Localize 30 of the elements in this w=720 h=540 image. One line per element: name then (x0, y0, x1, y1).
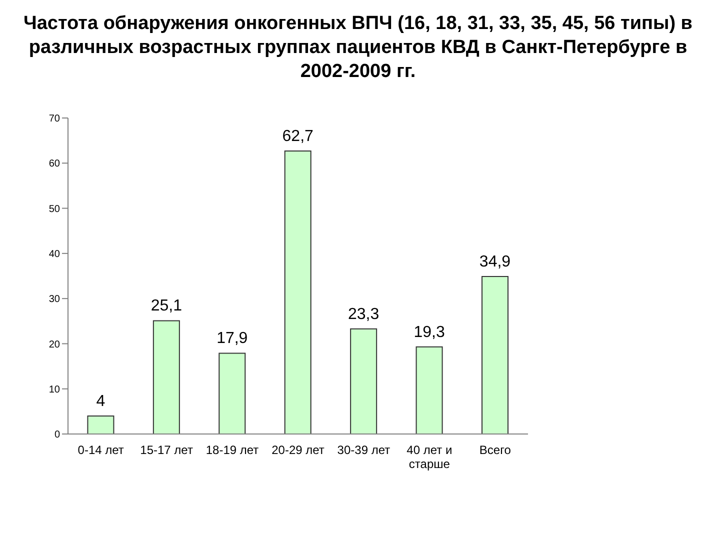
bar (284, 150, 312, 434)
bar (218, 352, 246, 434)
x-tick-label: 40 лет и старше (406, 443, 452, 471)
bar (87, 415, 114, 434)
x-tick-label: 0-14 лет (78, 443, 124, 457)
y-tick-label: 10 (48, 384, 60, 396)
chart-title: Частота обнаружения онкогенных ВПЧ (16, 18, 31, 33, 35, 45, 56 типы) в различных возрастных группах пациентов КВД в Санкт-Петербурге в 2002-2009 гг. (22, 12, 694, 84)
bar (350, 328, 378, 434)
y-tick-label: 50 (48, 204, 60, 215)
bar (416, 346, 443, 434)
x-tick-label: 15-17 лет (140, 443, 194, 457)
x-tick-label: Всего (479, 443, 512, 457)
data-label: 23,3 (348, 306, 380, 323)
x-tick-label: 30-39 лет (337, 443, 391, 457)
y-tick-label: 0 (54, 430, 60, 441)
data-label: 62,7 (282, 128, 314, 145)
data-label: 17,9 (216, 330, 248, 348)
y-tick-label: 60 (48, 158, 60, 170)
bar (482, 276, 508, 434)
x-tick-label: 18-19 лет (206, 443, 260, 457)
y-tick-label: 20 (48, 339, 60, 350)
data-label: 19,3 (414, 324, 445, 341)
y-tick-label: 70 (48, 114, 60, 125)
data-label: 25,1 (150, 298, 182, 315)
x-tick-label: 20-29 лет (272, 443, 325, 457)
data-label: 4 (96, 392, 106, 410)
y-tick-label: 40 (48, 248, 60, 260)
y-tick-label: 30 (48, 294, 60, 306)
data-label: 34,9 (479, 253, 511, 270)
bar (152, 320, 180, 434)
